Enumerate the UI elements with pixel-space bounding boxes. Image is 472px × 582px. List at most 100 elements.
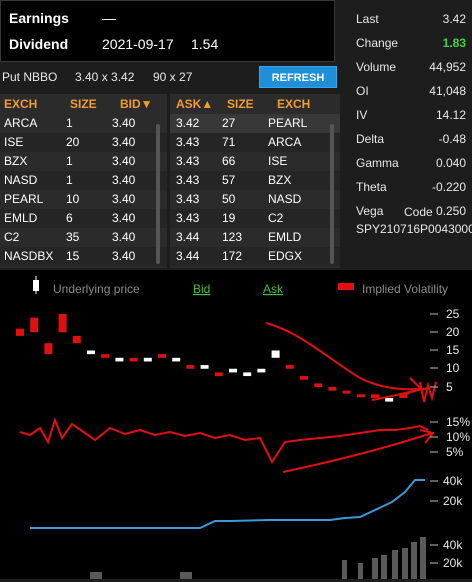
ask-price: 3.43 [176, 154, 200, 168]
bid-row[interactable]: PEARL 10 3.40 [0, 190, 167, 209]
iv-line [19, 416, 429, 465]
ask-row[interactable]: 3.43 66 ISE [170, 152, 340, 171]
volume-bar [372, 558, 378, 579]
stat-value-iv: 14.12 [435, 108, 466, 122]
bid-row[interactable]: BZX 1 3.40 [0, 152, 167, 171]
ask-row[interactable]: 3.43 57 BZX [170, 171, 340, 190]
candle [314, 383, 323, 387]
candle [129, 357, 138, 362]
candle [200, 365, 209, 369]
bid-row[interactable]: C2 35 3.40 [0, 228, 167, 247]
ask-exch: NASD [268, 192, 302, 206]
candle [300, 376, 308, 380]
ask-book-scrollbar[interactable] [330, 124, 334, 264]
candle [229, 368, 237, 373]
bid-price: 3.40 [112, 116, 136, 130]
ask-header-size[interactable]: SIZE [227, 97, 254, 111]
stat-value-gamma: 0.040 [435, 156, 466, 170]
bid-exch: PEARL [4, 192, 44, 206]
ask-price: 3.43 [176, 135, 200, 149]
volume-bars [90, 537, 426, 579]
bid-price: 3.40 [112, 249, 136, 263]
ask-size: 57 [222, 173, 236, 187]
dividend-amount: 1.54 [191, 36, 219, 52]
open-interest-line [30, 479, 425, 529]
candle [186, 365, 195, 369]
stat-label-theta: Theta [356, 180, 387, 194]
bid-exch: ISE [4, 135, 24, 149]
bid-book-rows: ARCA 1 3.40 ISE 20 3.40 BZX 1 3.40 NASD 1 3.40 PEARL… [0, 114, 167, 268]
bid-exch: BZX [4, 154, 28, 168]
annotation-scribble [419, 381, 437, 403]
ask-size: 27 [222, 116, 236, 130]
candle [44, 343, 53, 355]
ask-row[interactable]: 3.44112AMEX [170, 266, 340, 268]
price-tick-10: 10 [446, 361, 460, 375]
ask-price: 3.43 [176, 211, 200, 225]
candle [158, 354, 166, 358]
bid-header-exch[interactable]: EXCH [4, 97, 38, 111]
iv-legend-swatch [338, 283, 354, 290]
bid-price: 3.40 [112, 211, 136, 225]
candle [243, 372, 252, 377]
iv-legend-label[interactable]: Implied Volatility [362, 282, 448, 296]
nbbo-size: 90 x 27 [153, 70, 193, 84]
ask-row[interactable]: 3.44 123 EMLD [170, 228, 340, 247]
candle [385, 397, 394, 402]
bid-row[interactable]: GEMX13.40 [0, 266, 167, 268]
bid-price: 3.40 [112, 154, 136, 168]
underlying-legend-label[interactable]: Underlying price [53, 282, 140, 296]
volume-bar [342, 560, 347, 579]
ask-row[interactable]: 3.43 71 ARCA [170, 133, 340, 152]
ask-header-ask[interactable]: ASK▲ [176, 97, 214, 111]
ask-row[interactable]: 3.43 19 C2 [170, 209, 340, 228]
ask-header-exch[interactable]: EXCH [277, 97, 311, 111]
stat-label-last: Last [356, 12, 379, 26]
bid-legend-label[interactable]: Bid [193, 282, 210, 296]
bid-price: 3.40 [112, 230, 136, 244]
stat-label-delta: Delta [356, 132, 385, 146]
ask-book: ASK▲ SIZE EXCH 3.42 27 PEARL 3.43 71 ARCA 3.43… [170, 94, 340, 268]
stat-value-theta: -0.220 [431, 180, 466, 194]
ask-exch: ARCA [268, 135, 302, 149]
stat-label-volume: Volume [356, 60, 397, 74]
price-tick-15: 15 [446, 343, 460, 357]
ask-book-rows: 3.42 27 PEARL 3.43 71 ARCA 3.43 66 ISE 3.43 57 BZX 3… [170, 114, 340, 268]
ask-exch: BZX [268, 173, 292, 187]
ask-legend-label[interactable]: Ask [263, 282, 284, 296]
ask-size: 19 [222, 211, 236, 225]
earnings-label: Earnings [9, 10, 69, 26]
annotation-arrow-lower [282, 429, 435, 473]
ask-price: 3.44 [176, 249, 200, 263]
nbbo-price: 3.40 x 3.42 [75, 70, 135, 84]
ask-row[interactable]: 3.43 50 NASD [170, 190, 340, 209]
bid-row[interactable]: ISE 20 3.40 [0, 133, 167, 152]
nbbo-row: Put NBBO 3.40 x 3.42 90 x 27 [0, 64, 340, 90]
ask-row[interactable]: 3.44 172 EDGX [170, 247, 340, 266]
bid-row[interactable]: NASDBX 15 3.40 [0, 247, 167, 266]
stat-value-change: 1.83 [442, 36, 466, 50]
bid-size: 35 [66, 230, 80, 244]
stat-value-delta: -0.48 [438, 132, 466, 146]
candle [399, 394, 408, 398]
volume-bar [420, 537, 426, 579]
candle [58, 314, 67, 333]
bid-row[interactable]: NASD 1 3.40 [0, 171, 167, 190]
ask-row[interactable]: 3.42 27 PEARL [170, 114, 340, 133]
bid-header-size[interactable]: SIZE [70, 97, 97, 111]
refresh-button[interactable]: REFRESH [259, 66, 337, 88]
bid-row[interactable]: ARCA 1 3.40 [0, 114, 167, 133]
volume-bar [411, 542, 417, 579]
price-tick-25: 25 [446, 307, 460, 321]
bid-row[interactable]: EMLD 6 3.40 [0, 209, 167, 228]
bid-header-bid[interactable]: BID▼ [120, 97, 153, 111]
candle [371, 394, 379, 398]
volume-bar [381, 555, 387, 579]
candle [328, 387, 337, 391]
bid-book-scrollbar[interactable] [156, 124, 160, 264]
iv-axis: 15% 10% 5% [430, 415, 470, 459]
dividend-label: Dividend [9, 36, 69, 52]
stat-label-change: Change [356, 36, 399, 50]
ask-price: 3.43 [176, 173, 200, 187]
ask-size: 71 [222, 135, 236, 149]
